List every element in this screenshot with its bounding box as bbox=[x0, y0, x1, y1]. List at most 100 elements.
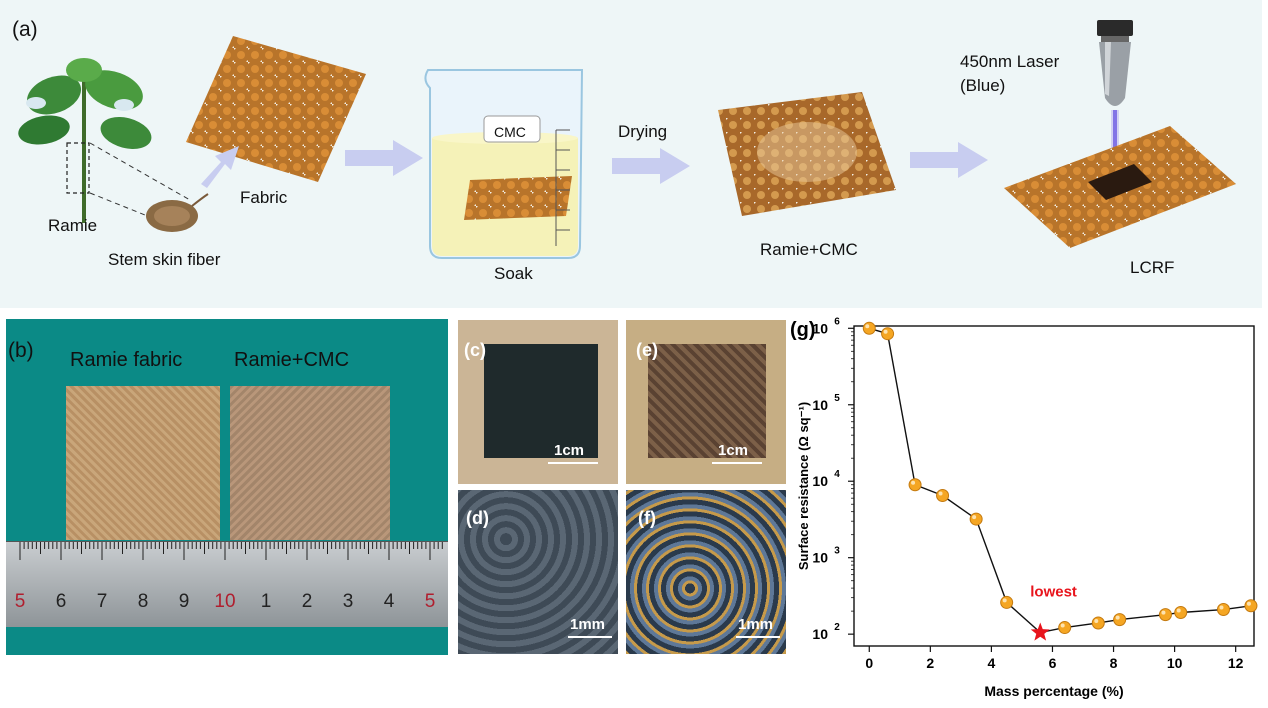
x-tick-label: 8 bbox=[1110, 655, 1118, 671]
data-point bbox=[1091, 616, 1105, 630]
y-tick-label: 10 bbox=[812, 550, 828, 566]
data-point-highlight bbox=[1060, 623, 1065, 628]
data-point-highlight bbox=[1161, 610, 1166, 615]
data-point bbox=[1244, 599, 1258, 613]
y-tick-exponent: 5 bbox=[834, 393, 840, 404]
y-tick-exponent: 4 bbox=[834, 469, 840, 480]
ramie-cmc-label: Ramie+CMC bbox=[234, 349, 350, 371]
data-point bbox=[936, 489, 950, 503]
fabric-label: Fabric bbox=[240, 188, 288, 207]
soak-label: Soak bbox=[494, 264, 533, 283]
ramie-cmc-sample bbox=[230, 386, 390, 540]
panel-b-label: (b) bbox=[8, 339, 34, 362]
scale-bar bbox=[712, 462, 762, 464]
zoom-dashed-lines bbox=[89, 142, 191, 226]
data-point bbox=[881, 327, 895, 341]
data-point bbox=[1174, 605, 1188, 619]
panel-f-label: (f) bbox=[638, 508, 656, 528]
ruler-number: 6 bbox=[56, 591, 67, 612]
data-point-highlight bbox=[883, 329, 888, 334]
x-tick-label: 0 bbox=[865, 655, 873, 671]
scale-bar bbox=[568, 636, 612, 638]
drying-label: Drying bbox=[618, 122, 668, 141]
lcrf-brown-square bbox=[648, 344, 766, 458]
x-tick-label: 4 bbox=[988, 655, 996, 671]
ruler-number: 10 bbox=[214, 591, 235, 612]
data-point-highlight bbox=[1246, 601, 1251, 606]
data-point bbox=[1158, 608, 1172, 622]
data-point bbox=[1000, 595, 1014, 609]
y-tick-label: 10 bbox=[812, 626, 828, 642]
data-point-highlight bbox=[1176, 608, 1181, 613]
ramie-fabric-label: Ramie fabric bbox=[70, 349, 183, 371]
data-point bbox=[908, 478, 922, 492]
data-point-highlight bbox=[1115, 615, 1120, 620]
photo-panel-b: (b) Ramie fabric Ramie+CMC 5 6 7 8 9 10 1 2 3 4 5 bbox=[6, 319, 448, 655]
y-axis-label: Surface resistance (Ω sq⁻¹) bbox=[796, 402, 811, 570]
ramie-fabric-sample bbox=[66, 386, 220, 540]
scale-label: 1cm bbox=[554, 442, 585, 459]
stem-skin-fiber-label: Stem skin fiber bbox=[108, 250, 221, 269]
x-axis-label: Mass percentage (%) bbox=[984, 683, 1123, 699]
cmc-label: CMC bbox=[494, 124, 526, 140]
data-point bbox=[862, 321, 876, 335]
ruler-number: 9 bbox=[179, 591, 190, 612]
y-tick-label: 10 bbox=[812, 320, 828, 336]
scale-label: 1mm bbox=[570, 616, 606, 633]
scale-bar bbox=[548, 462, 598, 464]
laser-label-line2: (Blue) bbox=[960, 76, 1006, 95]
data-point-highlight bbox=[911, 480, 916, 485]
arrow-right-icon bbox=[612, 148, 690, 184]
ruler-ticks: 5 6 7 8 9 10 1 2 3 4 5 bbox=[15, 542, 443, 612]
scale-label: 1cm bbox=[718, 442, 749, 459]
data-point bbox=[1113, 613, 1127, 627]
panel-c-label: (c) bbox=[464, 340, 486, 360]
panel-g-label: (g) bbox=[790, 319, 816, 341]
ramie-cmc-label: Ramie+CMC bbox=[760, 240, 858, 259]
ruler-number: 8 bbox=[138, 591, 149, 612]
data-point-highlight bbox=[938, 491, 943, 496]
ruler-number: 4 bbox=[384, 591, 395, 612]
y-tick-label: 10 bbox=[812, 473, 828, 489]
plot-frame bbox=[853, 325, 1255, 647]
y-tick-exponent: 2 bbox=[834, 622, 840, 633]
panel-a-label: (a) bbox=[12, 18, 38, 41]
arrow-right-icon bbox=[910, 142, 988, 178]
data-point bbox=[969, 512, 983, 526]
ruler-number: 3 bbox=[343, 591, 354, 612]
data-point bbox=[1058, 621, 1072, 635]
ruler-number: 1 bbox=[261, 591, 272, 612]
arrow-up-right-icon bbox=[201, 146, 239, 188]
lcrf-label: LCRF bbox=[1130, 258, 1175, 277]
lowest-annotation: lowest bbox=[1030, 584, 1077, 601]
ruler bbox=[6, 541, 448, 627]
data-point-highlight bbox=[972, 515, 977, 520]
data-point bbox=[1216, 603, 1230, 617]
photo-panel-e: (e) 1cm bbox=[626, 320, 786, 484]
arrow-right-icon bbox=[345, 140, 423, 176]
laser-label-line1: 450nm Laser bbox=[960, 52, 1060, 71]
lcrf-black-square bbox=[484, 344, 598, 458]
scale-bar bbox=[736, 636, 780, 638]
x-tick-label: 2 bbox=[926, 655, 934, 671]
ramie-plant-illustration bbox=[18, 58, 152, 223]
x-tick-label: 10 bbox=[1167, 655, 1183, 671]
fiber-bundle-icon bbox=[146, 193, 209, 232]
lcrf-fabric-illustration bbox=[1004, 126, 1236, 248]
photo-panel-d: (d) 1mm bbox=[458, 490, 618, 654]
data-point-highlight bbox=[1094, 618, 1099, 623]
ruler-number: 5 bbox=[425, 591, 436, 612]
scale-label: 1mm bbox=[738, 616, 774, 633]
schematic-panel-a: (a) Ramie Stem skin fiber bbox=[0, 0, 1262, 308]
x-tick-label: 6 bbox=[1049, 655, 1057, 671]
photo-panel-c: (c) 1cm bbox=[458, 320, 618, 484]
panel-d-label: (d) bbox=[466, 508, 489, 528]
ramie-label: Ramie bbox=[48, 216, 98, 235]
beaker-illustration bbox=[424, 69, 584, 259]
surface-resistance-chart: (g) Surface resistance (Ω sq⁻¹) Mass per… bbox=[790, 316, 1258, 699]
y-tick-label: 10 bbox=[812, 397, 828, 413]
y-tick-exponent: 6 bbox=[834, 316, 840, 327]
ruler-number: 5 bbox=[15, 591, 26, 612]
ruler-number: 7 bbox=[97, 591, 108, 612]
x-tick-label: 12 bbox=[1228, 655, 1244, 671]
